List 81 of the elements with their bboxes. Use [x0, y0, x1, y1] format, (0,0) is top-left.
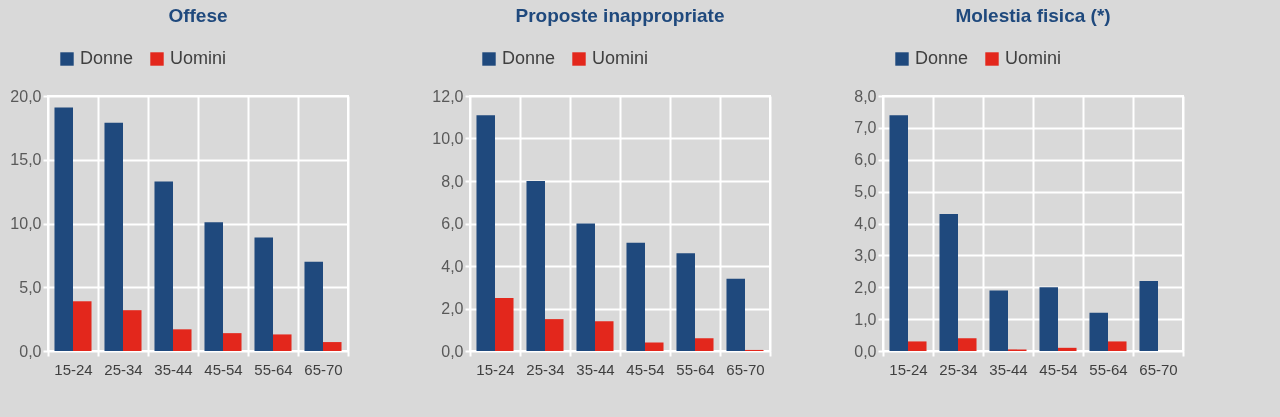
bar — [323, 342, 342, 351]
y-tick-label: 20,0 — [10, 87, 42, 105]
bar — [223, 333, 242, 351]
bar — [73, 301, 92, 351]
bar — [54, 107, 73, 351]
y-tick-label: 0,0 — [441, 342, 464, 360]
x-tick-label: 65-70 — [1139, 360, 1178, 378]
legend-label: Uomini — [170, 48, 227, 68]
bar — [204, 222, 223, 351]
bar — [1089, 312, 1108, 351]
chart-title: Offese — [168, 5, 228, 26]
x-tick-label: 15-24 — [889, 360, 928, 378]
y-tick-label: 2,0 — [441, 300, 464, 317]
y-tick-label: 4,0 — [441, 257, 464, 275]
x-tick-label: 45-54 — [1039, 360, 1078, 378]
bar — [104, 122, 123, 351]
y-tick-label: 0,0 — [19, 342, 42, 360]
bar — [123, 310, 142, 351]
x-tick-label: 25-34 — [939, 360, 978, 378]
x-tick-label: 35-44 — [576, 360, 615, 378]
y-tick-label: 8,0 — [854, 87, 877, 105]
y-tick-label: 7,0 — [854, 119, 877, 137]
x-tick-label: 45-54 — [626, 360, 665, 378]
chart-title: Molestia fisica (*) — [955, 5, 1111, 26]
bar — [173, 329, 192, 351]
bar — [908, 341, 927, 351]
bar — [958, 338, 977, 351]
bar — [254, 237, 273, 351]
bar — [476, 115, 495, 351]
bar — [695, 338, 714, 351]
y-tick-label: 5,0 — [854, 183, 877, 201]
bar — [626, 242, 645, 351]
bar — [889, 115, 908, 351]
x-tick-label: 45-54 — [204, 360, 243, 378]
x-tick-label: 25-34 — [526, 360, 565, 378]
y-tick-label: 6,0 — [854, 151, 877, 169]
bar — [495, 297, 514, 351]
x-tick-label: 65-70 — [726, 360, 765, 378]
y-tick-label: 1,0 — [854, 310, 877, 328]
y-tick-label: 2,0 — [854, 278, 877, 296]
bar — [1039, 287, 1058, 351]
x-tick-label: 25-34 — [104, 360, 143, 378]
x-tick-label: 15-24 — [54, 360, 93, 378]
x-tick-label: 15-24 — [476, 360, 515, 378]
bar — [154, 181, 173, 351]
y-tick-label: 15,0 — [10, 151, 42, 169]
x-tick-label: 55-64 — [1089, 360, 1128, 378]
bar — [726, 278, 745, 351]
bar — [939, 213, 958, 351]
bar — [989, 290, 1008, 351]
x-tick-label: 55-64 — [676, 360, 715, 378]
chart-title: Proposte inappropriate — [515, 5, 725, 26]
bar — [304, 261, 323, 351]
x-tick-label: 55-64 — [254, 360, 293, 378]
bar — [1058, 347, 1077, 351]
x-tick-label: 65-70 — [304, 360, 343, 378]
legend-label: Uomini — [1005, 48, 1062, 68]
y-tick-label: 5,0 — [19, 278, 42, 296]
bar — [273, 334, 292, 351]
y-tick-label: 3,0 — [854, 246, 877, 264]
x-tick-label: 35-44 — [989, 360, 1028, 378]
x-tick-label: 35-44 — [154, 360, 193, 378]
bar — [1108, 341, 1127, 351]
legend-label: Donne — [915, 48, 969, 68]
bar — [595, 321, 614, 351]
legend-label: Donne — [502, 48, 556, 68]
bar — [1139, 280, 1158, 351]
bar — [545, 319, 564, 351]
legend-label: Uomini — [592, 48, 649, 68]
y-tick-label: 0,0 — [854, 342, 877, 360]
y-tick-label: 10,0 — [10, 215, 42, 232]
bar — [576, 223, 595, 351]
bar — [526, 181, 545, 351]
y-tick-label: 4,0 — [854, 215, 877, 232]
legend-label: Donne — [80, 48, 134, 68]
bar — [676, 253, 695, 351]
y-tick-label: 12,0 — [432, 87, 464, 105]
y-tick-label: 6,0 — [441, 215, 464, 232]
bar — [645, 342, 664, 351]
y-tick-label: 8,0 — [441, 172, 464, 190]
y-tick-label: 10,0 — [432, 130, 464, 147]
